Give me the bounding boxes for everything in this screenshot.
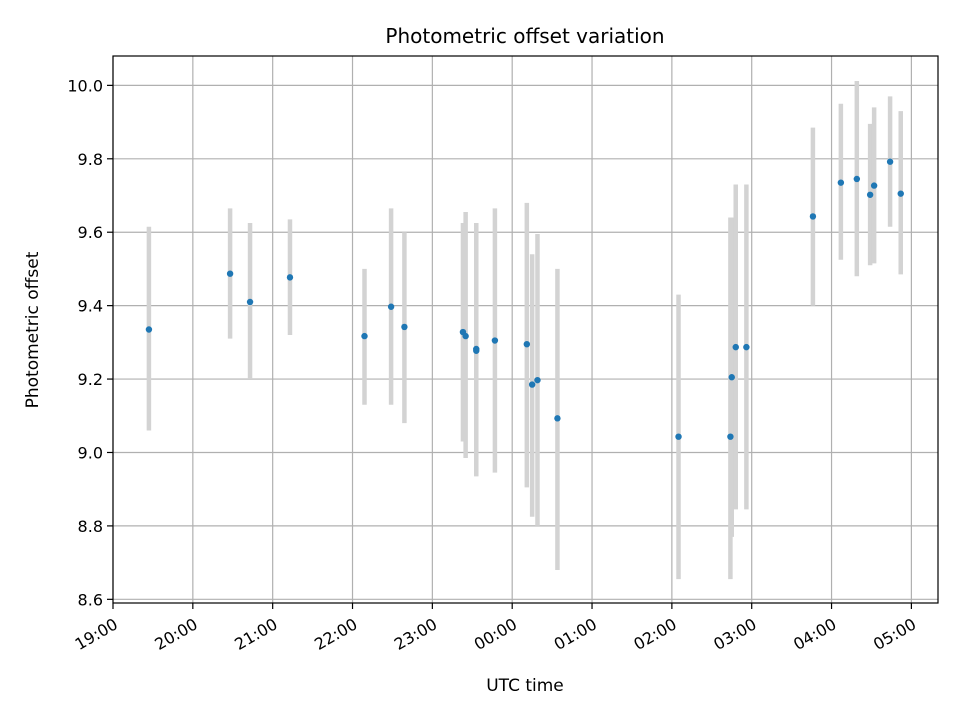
data-point (837, 179, 845, 186)
data-point (675, 433, 682, 440)
data-point (361, 332, 368, 340)
data-point (528, 381, 536, 388)
data-point (473, 347, 480, 354)
plot-frame (112, 55, 939, 604)
data-point (401, 323, 408, 331)
data-point (462, 332, 469, 340)
data-point (226, 270, 234, 277)
data-point (387, 303, 395, 310)
data-point (897, 190, 904, 197)
data-point (870, 182, 878, 189)
data-point (727, 433, 734, 440)
data-points (145, 158, 904, 440)
data-point (728, 374, 735, 381)
y-tick-label: 9.0 (78, 443, 103, 462)
y-tick-label: 9.6 (78, 223, 103, 242)
data-point (491, 337, 499, 344)
data-point (809, 213, 817, 220)
y-tick-label: 10.0 (67, 76, 103, 95)
y-tick-label: 9.4 (78, 297, 103, 316)
data-point (866, 191, 874, 198)
chart-title: Photometric offset variation (385, 24, 664, 48)
data-point (246, 298, 254, 306)
data-point (732, 343, 739, 351)
y-axis-title: Photometric offset (23, 251, 43, 408)
data-point (886, 158, 894, 165)
data-point (743, 343, 750, 351)
data-point (523, 340, 531, 348)
data-point (145, 326, 153, 333)
data-point (554, 415, 561, 422)
data-point (286, 274, 294, 281)
data-point (534, 376, 541, 384)
data-point (853, 175, 861, 183)
y-axis-ticks: 8.6 8.8 9.0 9.2 9.4 9.6 9.8 10.0 (67, 76, 113, 609)
x-axis-title: UTC time (486, 676, 564, 696)
y-tick-label: 9.2 (78, 370, 103, 389)
y-tick-label: 8.6 (78, 590, 103, 609)
y-tick-label: 8.8 (78, 517, 103, 536)
y-tick-label: 9.8 (78, 150, 103, 169)
